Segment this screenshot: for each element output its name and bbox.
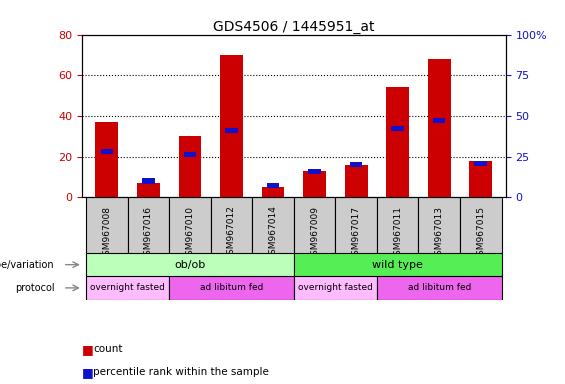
Bar	[86, 197, 128, 253]
Text: GSM967009: GSM967009	[310, 205, 319, 261]
Text: GSM967017: GSM967017	[351, 205, 360, 261]
Bar	[460, 197, 502, 253]
Bar	[211, 197, 252, 253]
Bar	[225, 128, 238, 133]
Text: protocol: protocol	[15, 283, 54, 293]
Bar	[428, 59, 451, 197]
Bar	[377, 276, 502, 300]
Bar	[86, 276, 169, 300]
Bar	[470, 161, 492, 197]
Text: GSM967010: GSM967010	[185, 205, 194, 261]
Bar	[336, 197, 377, 253]
Text: wild type: wild type	[372, 260, 423, 270]
Title: GDS4506 / 1445951_at: GDS4506 / 1445951_at	[213, 20, 375, 33]
Text: genotype/variation: genotype/variation	[0, 260, 54, 270]
Bar	[169, 276, 294, 300]
Bar	[267, 183, 279, 189]
Bar	[294, 253, 502, 276]
Bar	[142, 179, 155, 184]
Bar	[252, 197, 294, 253]
Text: ob/ob: ob/ob	[175, 260, 206, 270]
Text: ad libitum fed: ad libitum fed	[200, 283, 263, 292]
Bar	[86, 253, 294, 276]
Bar	[419, 197, 460, 253]
Bar	[308, 169, 321, 174]
Text: ■: ■	[82, 343, 94, 356]
Bar	[95, 122, 118, 197]
Bar	[377, 197, 419, 253]
Text: GSM967014: GSM967014	[268, 205, 277, 260]
Text: GSM967008: GSM967008	[102, 205, 111, 261]
Text: overnight fasted: overnight fasted	[298, 283, 373, 292]
Bar	[220, 55, 243, 197]
Bar	[137, 183, 160, 197]
Bar	[475, 161, 487, 166]
Bar	[169, 197, 211, 253]
Bar	[128, 197, 169, 253]
Text: GSM967011: GSM967011	[393, 205, 402, 261]
Bar	[294, 197, 336, 253]
Text: count: count	[93, 344, 123, 354]
Bar	[350, 162, 362, 167]
Text: GSM967015: GSM967015	[476, 205, 485, 261]
Bar	[101, 149, 113, 154]
Bar	[345, 165, 368, 197]
Text: percentile rank within the sample: percentile rank within the sample	[93, 367, 269, 377]
Bar	[386, 88, 409, 197]
Text: GSM967016: GSM967016	[144, 205, 153, 261]
Bar	[303, 171, 326, 197]
Text: GSM967012: GSM967012	[227, 205, 236, 260]
Text: overnight fasted: overnight fasted	[90, 283, 165, 292]
Bar	[433, 118, 445, 123]
Bar	[179, 136, 201, 197]
Text: ad libitum fed: ad libitum fed	[407, 283, 471, 292]
Bar	[392, 126, 404, 131]
Bar	[262, 187, 284, 197]
Bar	[184, 152, 196, 157]
Text: ■: ■	[82, 366, 94, 379]
Bar	[294, 276, 377, 300]
Text: GSM967013: GSM967013	[434, 205, 444, 261]
